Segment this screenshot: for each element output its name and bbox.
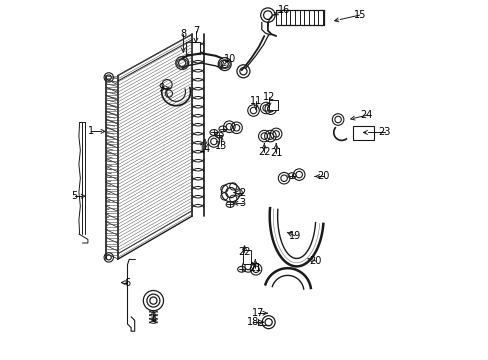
- Text: 17: 17: [251, 308, 264, 318]
- Text: 22: 22: [258, 147, 270, 157]
- Text: 24: 24: [360, 110, 372, 120]
- Text: 2: 2: [239, 188, 245, 198]
- Text: 11: 11: [249, 96, 262, 106]
- Text: 21: 21: [248, 263, 261, 273]
- Text: 13: 13: [215, 141, 227, 151]
- Text: 7: 7: [192, 26, 199, 36]
- Bar: [352, 126, 373, 140]
- Text: 14: 14: [198, 144, 211, 154]
- Text: 9: 9: [158, 83, 164, 93]
- Text: 18: 18: [246, 317, 258, 327]
- Text: 5: 5: [71, 191, 78, 201]
- Text: 12: 12: [262, 92, 275, 102]
- Text: 19: 19: [288, 231, 301, 241]
- Bar: [242, 250, 250, 264]
- Text: 6: 6: [124, 278, 130, 288]
- Text: 15: 15: [353, 10, 365, 20]
- Text: 16: 16: [277, 5, 290, 15]
- Text: 22: 22: [238, 247, 250, 257]
- Text: 1: 1: [88, 126, 94, 136]
- Text: 23: 23: [378, 127, 390, 138]
- Text: 21: 21: [269, 148, 282, 158]
- Bar: [186, 42, 200, 54]
- Text: 20: 20: [309, 256, 321, 266]
- Text: 4: 4: [150, 315, 156, 325]
- Text: 8: 8: [180, 29, 186, 39]
- Text: 10: 10: [224, 54, 236, 64]
- Text: 20: 20: [317, 171, 329, 181]
- Bar: [268, 100, 277, 110]
- Text: 3: 3: [239, 198, 245, 208]
